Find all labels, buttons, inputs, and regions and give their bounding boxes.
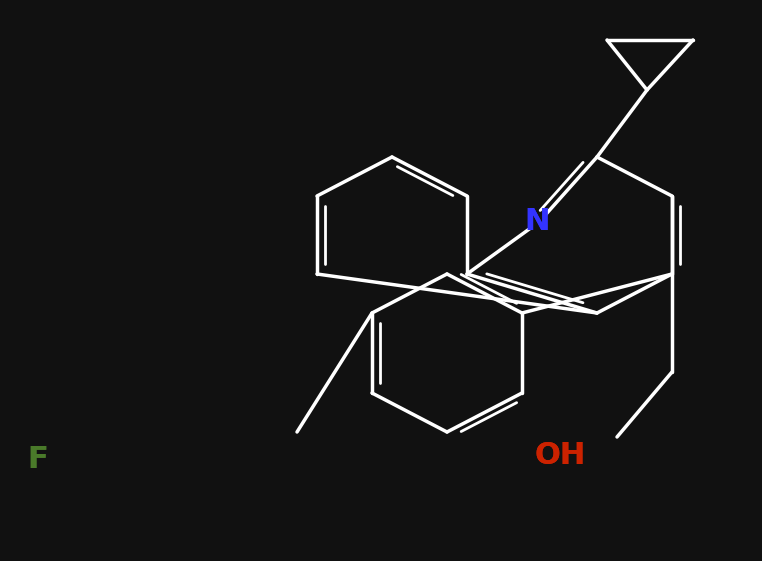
Text: OH: OH: [534, 440, 586, 470]
Text: OH: OH: [534, 440, 586, 470]
Text: N: N: [524, 208, 549, 237]
Text: F: F: [27, 445, 48, 475]
Text: N: N: [524, 208, 549, 237]
Text: F: F: [27, 445, 48, 475]
